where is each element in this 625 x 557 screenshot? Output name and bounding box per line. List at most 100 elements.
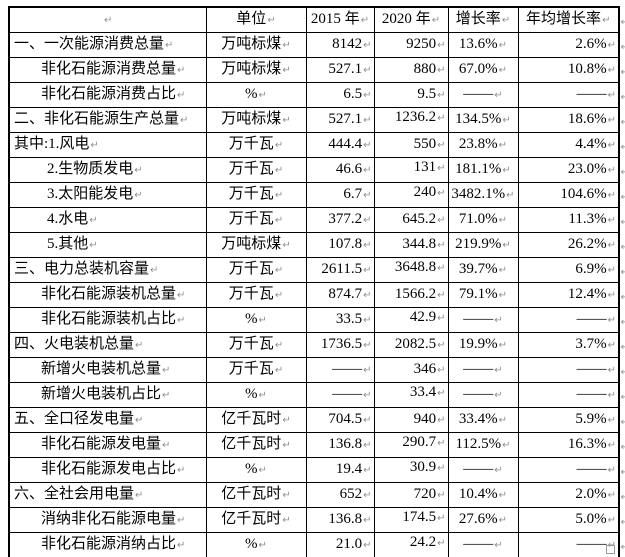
value-2020-cell: 645.2↵: [373, 207, 449, 233]
value-2020: 240: [413, 183, 437, 200]
value-2020-cell: 9250↵: [373, 32, 449, 58]
annual-growth-rate-value: 23.0%: [567, 161, 607, 177]
cell-end-mark-icon: ↵: [502, 115, 511, 126]
growth-rate-value: 112.5%: [455, 436, 502, 452]
cell-end-mark-icon: ↵: [282, 515, 291, 526]
growth-rate-value: ——: [463, 536, 494, 552]
growth-rate-cell: 27.6%↵: [447, 507, 519, 533]
table-row: 六、全社会用电量↵ 亿千瓦时↵ 652↵ 720↵ 10.4%↵ 2.0%↵ ↵: [8, 482, 625, 508]
row-label-cell: 非化石能源消纳占比↵: [8, 532, 207, 557]
row-label-cell: 非化石能源消费总量↵: [8, 57, 207, 83]
cell-end-mark-icon: ↵: [498, 65, 508, 76]
row-end-mark-icon: ↵: [620, 217, 625, 228]
value-2020-cell: 174.5↵: [373, 507, 449, 533]
value-2020-cell: 240↵: [373, 182, 449, 208]
value-2020-cell: 33.4↵: [373, 382, 449, 408]
cell-end-mark-icon: ↵: [89, 215, 98, 226]
row-label-cell: 二、非化石能源生产总量↵: [8, 107, 207, 133]
unit-cell: %↵: [205, 382, 307, 408]
cell-end-mark-icon: ↵: [90, 140, 99, 151]
table-row: 5.其他↵ 万吨标煤↵ 107.8↵ 344.8↵ 219.9%↵ 26.2%↵…: [8, 232, 625, 258]
value-2020: 880: [413, 61, 437, 77]
cell-end-mark-icon: ↵: [607, 365, 616, 376]
row-label: 3.太阳能发电: [47, 186, 134, 202]
value-2020-cell: 880↵: [373, 57, 449, 83]
cell-end-mark-icon: ↵: [498, 490, 508, 501]
unit-cell: 万吨标煤↵: [205, 107, 307, 133]
growth-rate-cell: 112.5%↵: [447, 432, 519, 458]
row-label-cell: 三、电力总装机容量↵: [8, 257, 207, 283]
value-2015-cell: 136.8↵: [305, 507, 375, 533]
row-end-mark-icon: ↵: [620, 192, 625, 203]
cell-end-mark-icon: ↵: [494, 390, 503, 401]
cell-end-mark-icon: ↵: [282, 440, 291, 451]
cell-end-mark-icon: ↵: [607, 240, 616, 251]
cell-end-mark-icon: ↵: [437, 112, 446, 124]
unit-value: 万吨标煤: [221, 36, 282, 52]
value-2020: 346: [413, 361, 437, 377]
unit-value: 亿千瓦时: [221, 411, 282, 427]
growth-rate-value: 134.5%: [455, 111, 502, 127]
row-label-cell: 非化石能源发电占比↵: [8, 457, 207, 483]
growth-rate-cell: ——↵: [447, 307, 519, 333]
column-header-2020: 2020 年↵: [373, 6, 449, 33]
unit-cell: %↵: [205, 82, 307, 108]
value-2015-cell: 107.8↵: [305, 232, 375, 258]
cell-end-mark-icon: ↵: [494, 540, 503, 551]
row-label: 消纳非化石能源电量: [41, 511, 177, 527]
table-row: 非化石能源发电占比↵ %↵ 19.4↵ 30.9↵ ——↵ ——↵ ↵: [8, 457, 625, 483]
row-label: 非化石能源装机总量: [41, 286, 177, 302]
table-row: 其中:1.风电↵ 万千瓦↵ 444.4↵ 550↵ 23.8%↵ 4.4%↵ ↵: [8, 132, 625, 158]
growth-rate-cell: ——↵: [447, 382, 519, 408]
unit-cell: 万千瓦↵: [205, 282, 307, 308]
cell-end-mark-icon: ↵: [363, 390, 372, 401]
growth-rate-cell: 23.8%↵: [447, 132, 519, 158]
column-header-unit: 单位↵: [205, 6, 307, 33]
annual-growth-rate-value: ——: [576, 386, 607, 402]
row-label: 新增火电装机总量: [41, 361, 162, 377]
value-2020: 30.9: [409, 458, 437, 475]
growth-rate-value: 33.4%: [458, 411, 498, 427]
cell-end-mark-icon: ↵: [363, 165, 372, 176]
row-end-mark-icon: ↵: [620, 392, 625, 403]
annual-growth-rate-cell: ——↵ ↵: [517, 457, 625, 483]
cell-end-mark-icon: ↵: [607, 40, 616, 51]
unit-value: %: [245, 311, 258, 327]
unit-cell: 万千瓦↵: [205, 332, 307, 358]
value-2015-cell: 704.5↵: [305, 407, 375, 433]
growth-rate-cell: 134.5%↵: [447, 107, 519, 133]
cell-end-mark-icon: ↵: [498, 515, 508, 526]
value-2015: ——: [332, 386, 363, 402]
column-header-2015: 2015 年↵: [305, 6, 375, 33]
growth-rate-cell: 39.7%↵: [447, 257, 519, 283]
row-label: 5.其他: [47, 236, 89, 252]
cell-end-mark-icon: ↵: [274, 265, 284, 276]
annual-growth-rate-value: 16.3%: [567, 436, 607, 452]
unit-cell: %↵: [205, 532, 307, 557]
growth-rate-cell: ——↵: [447, 532, 519, 557]
cell-end-mark-icon: ↵: [258, 540, 267, 551]
row-end-mark-icon: ↵: [620, 42, 625, 53]
row-label: 非化石能源装机占比: [41, 311, 177, 327]
unit-value: 亿千瓦时: [221, 511, 282, 527]
value-2015-cell: 527.1↵: [305, 57, 375, 83]
cell-end-mark-icon: ↵: [363, 65, 372, 76]
value-2020: 131: [413, 158, 437, 175]
unit-value: 万千瓦: [228, 286, 274, 302]
cell-end-mark-icon: ↵: [506, 190, 515, 201]
cell-end-mark-icon: ↵: [89, 240, 98, 251]
value-2015-cell: 19.4↵: [305, 457, 375, 483]
annual-growth-rate-cell: 5.0%↵ ↵: [517, 507, 625, 533]
row-label: 一、一次能源消费总量: [14, 36, 165, 52]
cell-end-mark-icon: ↵: [498, 140, 508, 151]
column-header-label: 2020 年: [381, 11, 431, 27]
cell-end-mark-icon: ↵: [134, 165, 143, 176]
column-header-label: 单位: [236, 11, 267, 27]
unit-value: 万千瓦: [228, 186, 274, 202]
growth-rate-value: 219.9%: [455, 236, 502, 252]
annual-growth-rate-cell: 2.6%↵ ↵: [517, 32, 625, 58]
row-label-cell: 非化石能源发电量↵: [8, 432, 207, 458]
value-2020: 9250: [406, 36, 437, 52]
row-label: 非化石能源发电量: [41, 436, 162, 452]
cell-end-mark-icon: ↵: [602, 15, 611, 26]
